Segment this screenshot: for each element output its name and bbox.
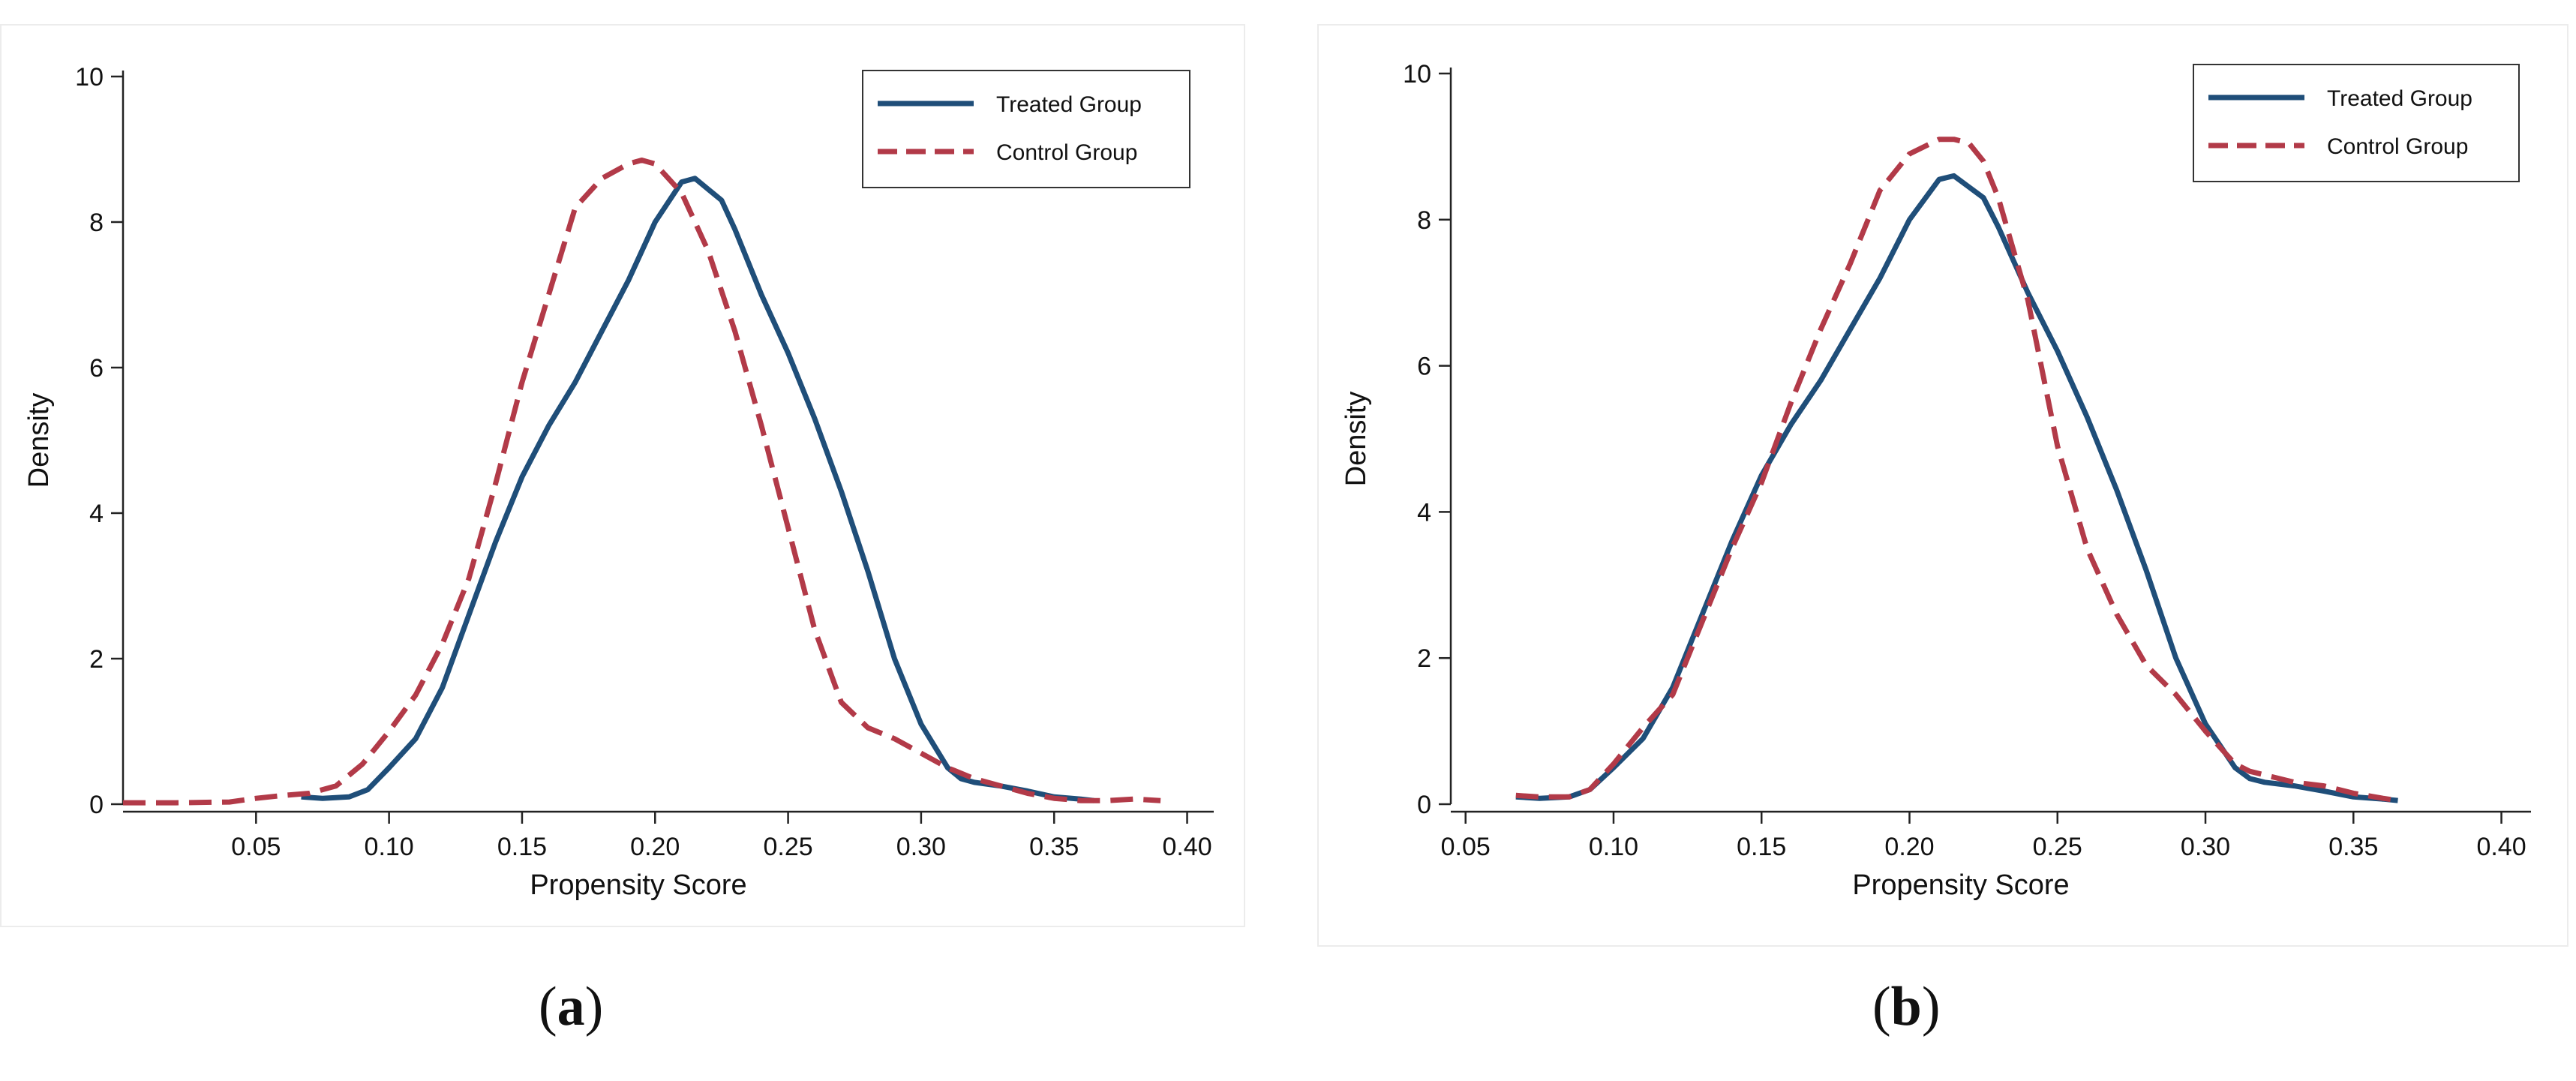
x-tick-label: 0.30 [2181, 833, 2230, 861]
panel-caption-a: (a) [539, 976, 604, 1037]
legend-box [862, 70, 1190, 188]
x-tick-label: 0.10 [1589, 833, 1638, 861]
y-tick-label: 6 [1417, 353, 1431, 381]
treated-group-line [301, 176, 1094, 803]
y-tick-label: 4 [89, 500, 104, 528]
x-tick-label: 0.05 [231, 833, 281, 861]
treated-group-line [1515, 173, 2398, 803]
figure-panel-b: 0 2 4 6 8 10 0.05 0.10 0.15 0.20 0.25 0.30 0.35 0.40 P… [1317, 24, 2568, 947]
panel-caption-letter-a: a [557, 976, 585, 1037]
y-tick-label: 6 [89, 354, 104, 383]
control-group-line [1515, 137, 2399, 803]
x-tick-label: 0.20 [630, 833, 680, 861]
y-tick-label: 10 [75, 63, 104, 92]
y-tick-label: 0 [89, 791, 104, 819]
legend-label: Treated Group [996, 92, 1142, 117]
x-tick-label: 0.05 [1441, 833, 1491, 861]
x-tick-label: 0.15 [497, 833, 547, 861]
x-tick-label: 0.10 [365, 833, 414, 861]
panel-caption-letter-b: b [1890, 976, 1922, 1037]
legend-label: Treated Group [2327, 86, 2472, 111]
x-tick-label: 0.25 [2033, 833, 2082, 861]
density-chart-a: 0 2 4 6 8 10 0.05 0.10 0.15 0.20 0.25 0.30 0.35 0.40 P… [23, 63, 1214, 901]
x-tick-label: 0.40 [1162, 833, 1211, 861]
y-tick-label: 0 [1417, 791, 1431, 819]
y-tick-label: 8 [1417, 206, 1431, 235]
figure-panel-a: 0 2 4 6 8 10 0.05 0.10 0.15 0.20 0.25 0.30 0.35 0.40 P… [0, 24, 1245, 927]
y-tick-label: 8 [89, 209, 104, 237]
panel-caption-b: (b) [1872, 976, 1941, 1037]
legend-label: Control Group [2327, 134, 2468, 159]
legend-label: Control Group [996, 140, 1137, 165]
y-axis-title: Density [23, 393, 55, 488]
y-tick-label: 4 [1417, 498, 1431, 527]
x-tick-label: 0.15 [1737, 833, 1786, 861]
x-axis-title: Propensity Score [530, 869, 746, 901]
legend-box [2193, 64, 2520, 182]
x-tick-label: 0.25 [763, 833, 812, 861]
x-tick-label: 0.35 [2328, 833, 2378, 861]
density-chart-b: 0 2 4 6 8 10 0.05 0.10 0.15 0.20 0.25 0.30 0.35 0.40 P… [1341, 60, 2531, 901]
control-group-line [123, 158, 1161, 806]
y-tick-label: 2 [89, 645, 104, 674]
x-tick-label: 0.35 [1029, 833, 1079, 861]
x-tick-label: 0.40 [2476, 833, 2526, 861]
y-tick-label: 10 [1403, 60, 1431, 89]
x-axis-title: Propensity Score [1852, 869, 2069, 901]
y-axis-title: Density [1341, 392, 1372, 487]
y-tick-label: 2 [1417, 644, 1431, 673]
x-tick-label: 0.20 [1884, 833, 1934, 861]
x-tick-label: 0.30 [896, 833, 946, 861]
